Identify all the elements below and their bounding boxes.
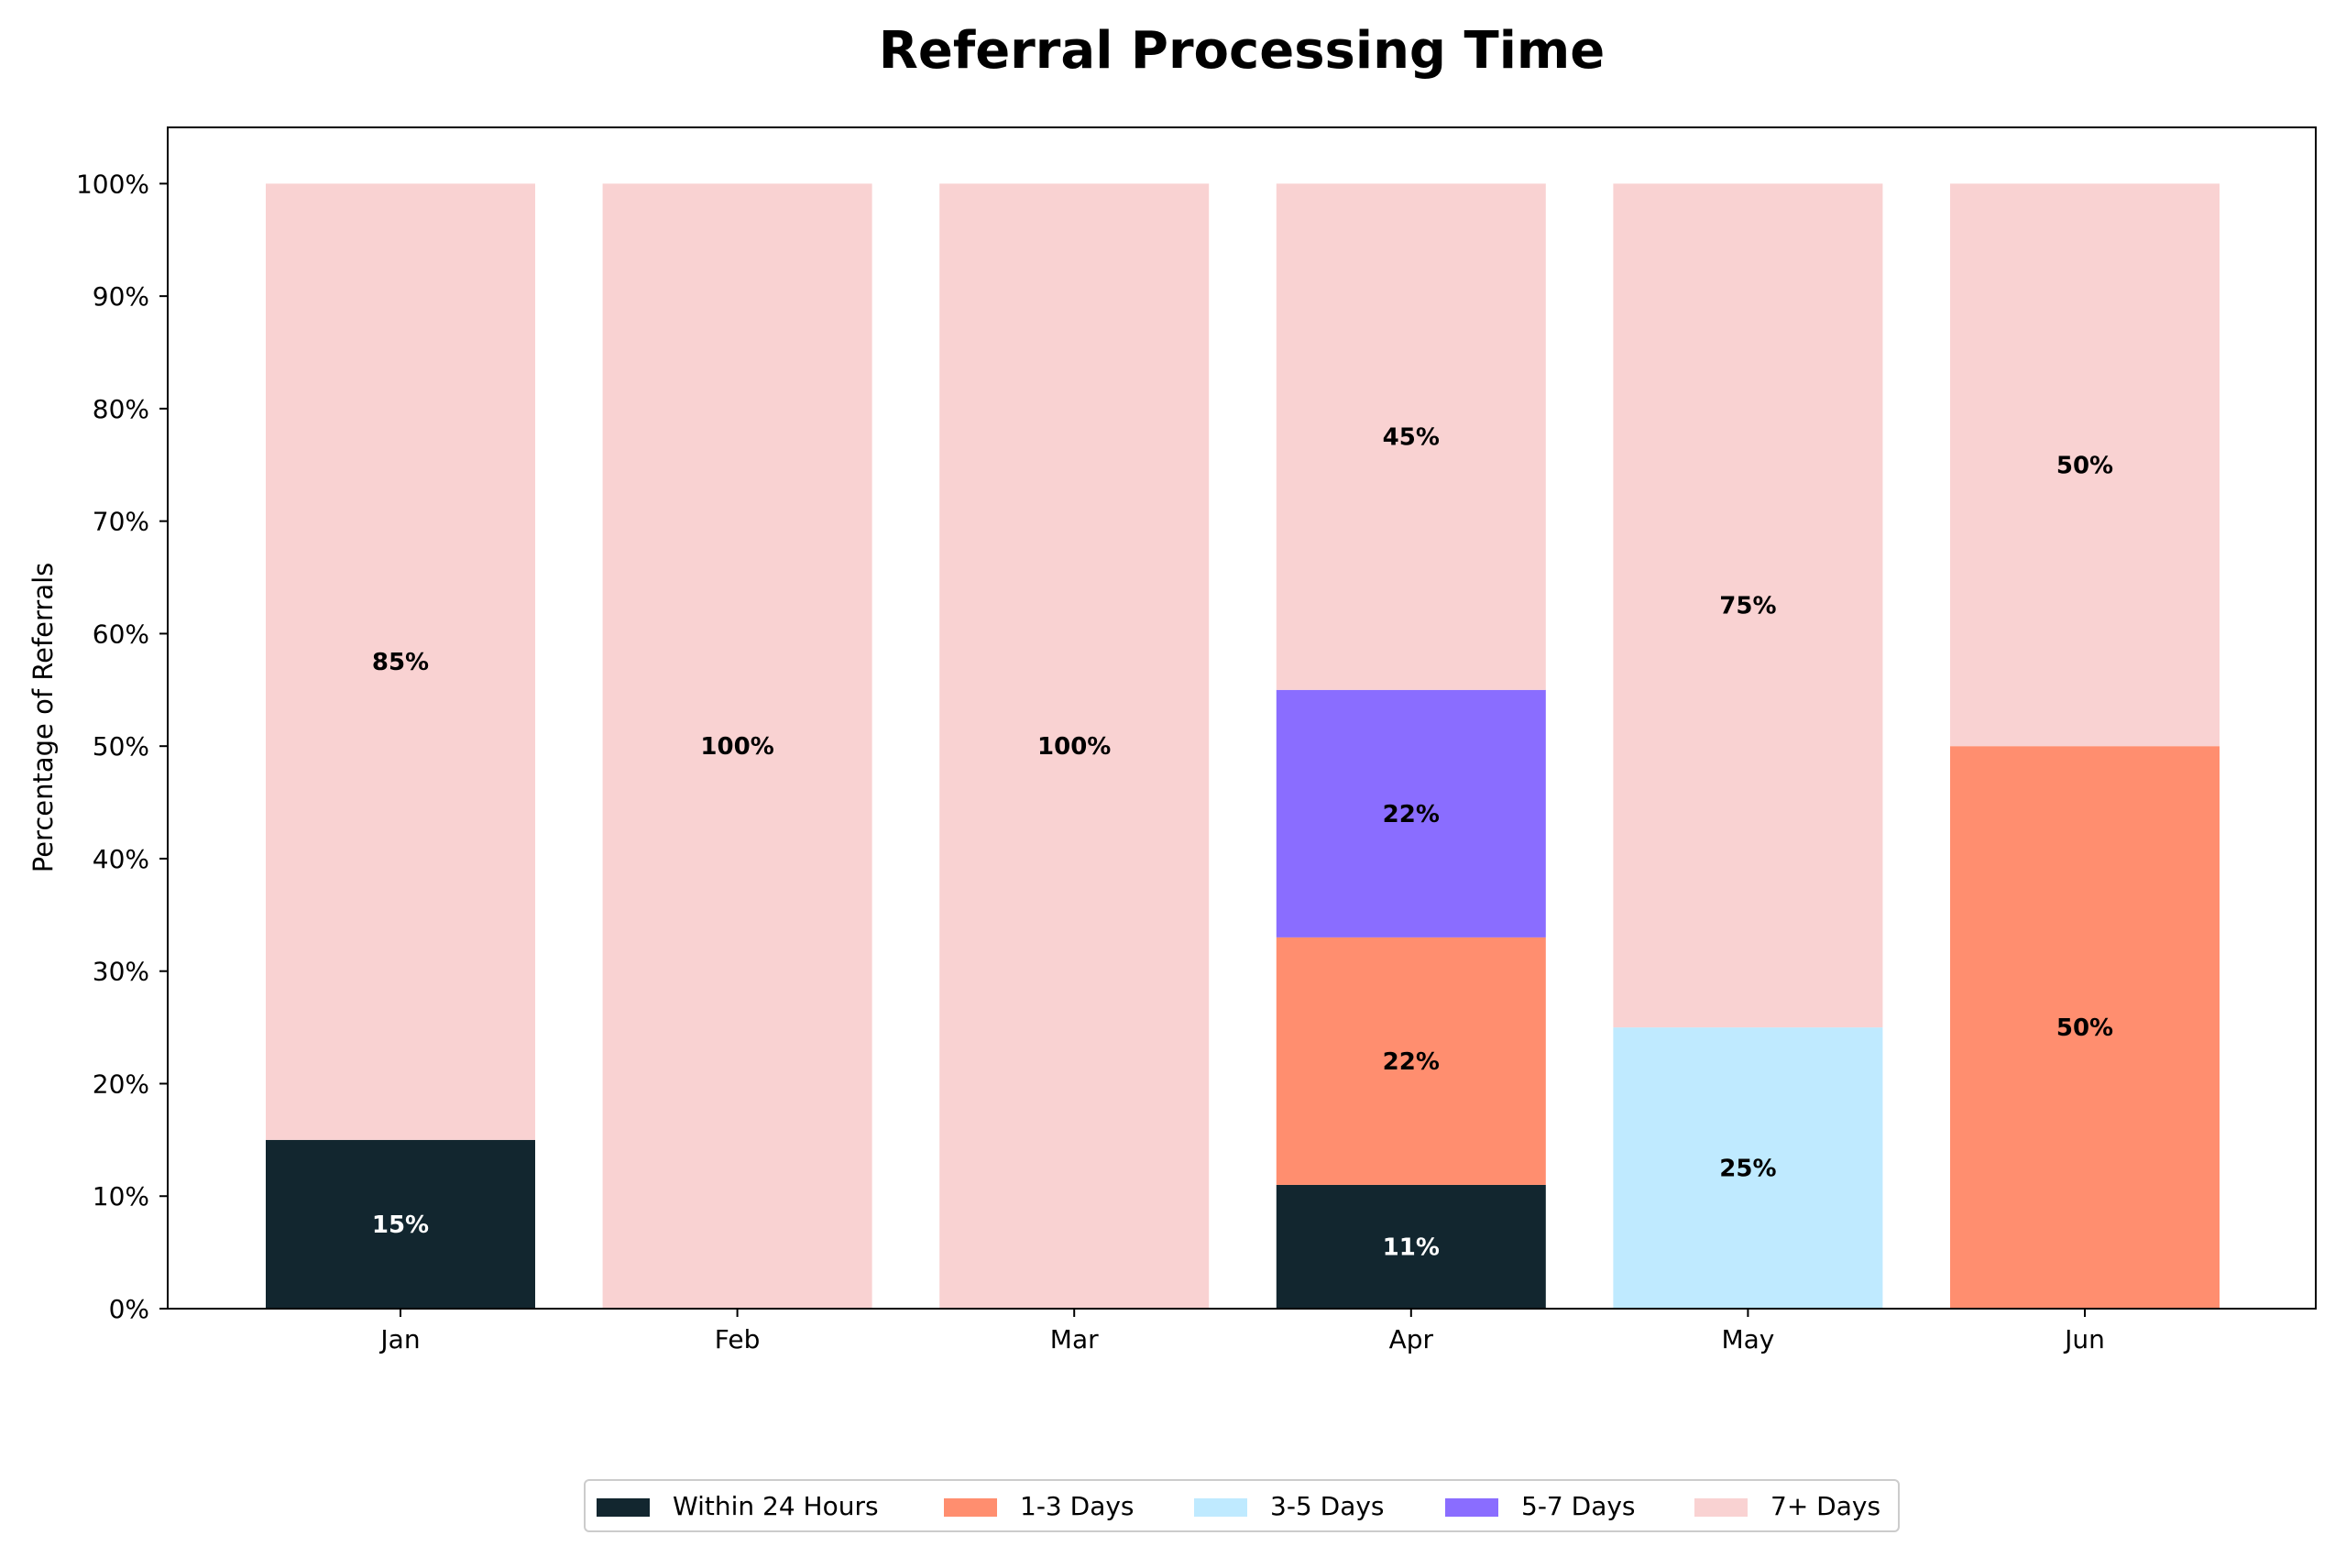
y-tick-label: 10%: [93, 1181, 149, 1212]
bar-jan-7-days: [266, 183, 535, 1140]
x-tick-label-feb: Feb: [715, 1324, 761, 1354]
bar-may-3-5-days: [1613, 1027, 1883, 1309]
y-tick-label: 0%: [109, 1294, 149, 1324]
x-tick-label-jan: Jan: [378, 1324, 420, 1354]
bar-value-label: 50%: [2056, 1014, 2113, 1042]
bar-value-label: 75%: [1719, 593, 1776, 620]
legend-label-7-days: 7+ Days: [1770, 1491, 1880, 1521]
bar-value-label: 100%: [700, 733, 773, 761]
y-axis-label: Percentage of Referrals: [27, 563, 59, 873]
legend-label-3-5-days: 3-5 Days: [1270, 1491, 1385, 1521]
y-tick-label: 40%: [93, 844, 149, 874]
bar-apr-1-3-days: [1276, 937, 1546, 1185]
legend-swatch-7-days: [1694, 1498, 1748, 1517]
legend-swatch-5-7-days: [1445, 1498, 1498, 1517]
plot-frame: [167, 126, 2317, 1310]
y-tick-label: 50%: [93, 731, 149, 762]
x-tick-label-mar: Mar: [1050, 1324, 1099, 1354]
y-axis: 0% 10% 20% 30% 40% 50% 60% 70% 80% 90% 100%: [76, 169, 168, 1324]
bar-jun-7-days: [1950, 183, 2220, 747]
x-tick-label-apr: Apr: [1389, 1324, 1434, 1354]
bar-apr-5-7-days: [1276, 689, 1546, 938]
y-tick-label: 30%: [93, 957, 149, 987]
y-tick-label: 60%: [93, 619, 149, 649]
y-tick-label: 80%: [93, 394, 149, 424]
bar-labels-layer: 15% 85% 100% 100% 11% 22% 22% 45% 25% 75% 50% 50%: [372, 424, 2113, 1262]
legend-label-within-24-hours: Within 24 Hours: [673, 1491, 879, 1521]
bar-may-7-days: [1613, 183, 1883, 1028]
y-tick-label: 90%: [93, 281, 149, 312]
chart-title: Referral Processing Time: [879, 21, 1606, 81]
legend-swatch-1-3-days: [944, 1498, 997, 1517]
bar-value-label: 50%: [2056, 452, 2113, 479]
legend-swatch-3-5-days: [1194, 1498, 1247, 1517]
legend-label-5-7-days: 5-7 Days: [1521, 1491, 1636, 1521]
bar-value-label: 25%: [1719, 1156, 1776, 1183]
y-tick-label: 70%: [93, 507, 149, 537]
bar-jun-1-3-days: [1950, 746, 2220, 1309]
x-tick-label-may: May: [1721, 1324, 1774, 1354]
legend-swatch-within-24-hours: [597, 1498, 650, 1517]
bar-jan-within-24-hours: [266, 1139, 535, 1309]
x-tick-label-jun: Jun: [2063, 1324, 2105, 1354]
bar-value-label: 100%: [1037, 733, 1111, 761]
bar-value-label: 85%: [372, 649, 429, 676]
bar-value-label: 15%: [372, 1212, 429, 1239]
bar-apr-within-24-hours: [1276, 1184, 1546, 1309]
y-tick-label: 100%: [76, 169, 149, 199]
y-tick-label: 20%: [93, 1069, 149, 1099]
x-axis: Jan Feb Mar Apr May Jun: [378, 1309, 2105, 1354]
bar-value-label: 22%: [1383, 801, 1440, 828]
bar-value-label: 11%: [1383, 1234, 1440, 1261]
legend-label-1-3-days: 1-3 Days: [1020, 1491, 1135, 1521]
legend: Within 24 Hours 1-3 Days 3-5 Days 5-7 Days 7…: [584, 1479, 1900, 1532]
bar-value-label: 45%: [1383, 424, 1440, 452]
bar-value-label: 22%: [1383, 1048, 1440, 1076]
bar-mar-7-days: [939, 183, 1210, 1309]
legend-items: Within 24 Hours 1-3 Days 3-5 Days 5-7 Days 7…: [597, 1491, 1880, 1521]
bar-feb-7-days: [602, 183, 872, 1309]
bar-apr-7-days: [1276, 183, 1546, 690]
bars-layer: [266, 183, 2220, 1309]
